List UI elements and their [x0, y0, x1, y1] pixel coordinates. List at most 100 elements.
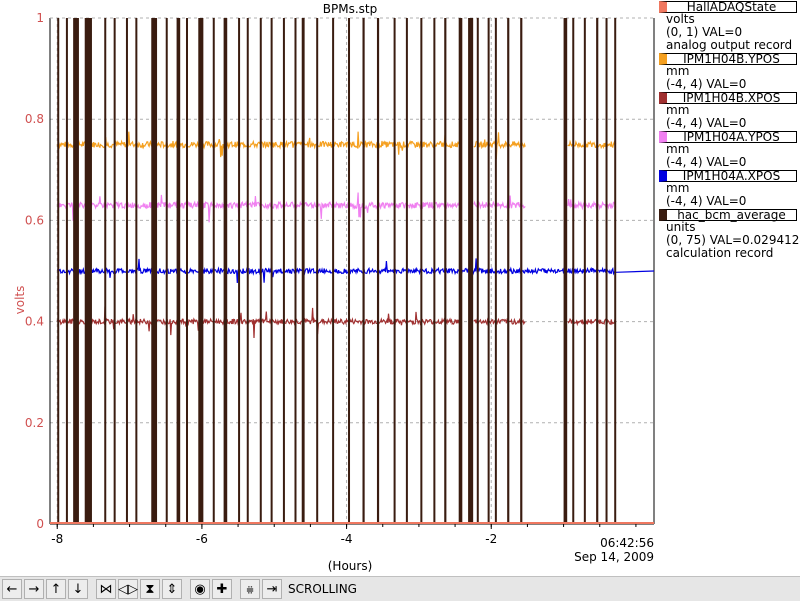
y-tick-label: 0.4 [25, 315, 44, 329]
toggle-scroll-button[interactable]: ⩷ [240, 579, 260, 599]
bcm-pulse [494, 18, 497, 524]
pan-left-button[interactable]: ← [2, 579, 22, 599]
legend-entry[interactable]: IPM1H04A.XPOS mm (-4, 4) VAL=0 [656, 170, 800, 208]
legend-range: (0, 75) VAL=0.0294124 [666, 233, 800, 247]
legend-units: mm [666, 103, 690, 117]
bcm-pulse [507, 18, 510, 524]
legend-range: (0, 1) VAL=0 [666, 25, 743, 39]
bcm-pulse [468, 18, 474, 524]
scroll-right-button[interactable]: ⇥ [262, 579, 282, 599]
y-tick-label: 1 [36, 11, 44, 25]
autoscale-button[interactable]: ◉ [190, 579, 210, 599]
y-tick-label: 0.8 [25, 112, 44, 126]
pan-down-button[interactable]: ↓ [68, 579, 88, 599]
x-tick-label: -4 [341, 532, 353, 546]
bcm-pulse [212, 18, 215, 524]
legend-series-name: IPM1H04A.YPOS [659, 131, 797, 143]
bcm-pulse [84, 18, 92, 524]
bcm-pulse [125, 18, 128, 524]
zoom-in-x-button[interactable]: ⋈ [96, 579, 116, 599]
zoom-in-y-button[interactable]: ⧗ [140, 579, 160, 599]
toolbar-buttons: ← → ↑ ↓ ⋈ ◁▷ ⧗ ⇕ ◉ ✚ ⩷ ⇥ [0, 579, 282, 599]
bcm-pulse [104, 18, 107, 524]
bcm-pulse [259, 18, 262, 524]
legend-series-name: hac_bcm_average [659, 209, 797, 221]
legend-series-name: IPM1H04B.YPOS [659, 53, 797, 65]
bcm-pulse [238, 18, 241, 524]
legend-series-name: IPM1H04B.XPOS [659, 92, 797, 104]
bcm-pulse [476, 18, 479, 524]
legend-series-name: IPM1H04A.XPOS [659, 170, 797, 182]
x-tick-label: -8 [51, 532, 63, 546]
bcm-pulse [176, 18, 181, 524]
bcm-pulse [301, 18, 305, 524]
series-line-IPM1H04B.YPOS [56, 131, 617, 160]
legend-entry[interactable]: IPM1H04B.YPOS mm (-4, 4) VAL=0 [656, 53, 800, 91]
legend-desc: calculation record [666, 246, 774, 260]
series-line-IPM1H04B.XPOS [56, 306, 617, 339]
bcm-pulse [151, 18, 158, 524]
series-line-IPM1H04A.XPOS [57, 258, 655, 284]
bcm-pulse [583, 18, 586, 524]
bcm-pulse [73, 18, 79, 524]
pan-up-button[interactable]: ↑ [46, 579, 66, 599]
bcm-pulse [405, 18, 408, 524]
y-tick-label: 0.6 [25, 213, 44, 227]
legend-series-name: HallADAQState [659, 1, 797, 13]
bcm-pulse [135, 18, 138, 524]
bcm-pulse [185, 18, 188, 524]
bcm-pulse [65, 18, 68, 524]
bcm-pulse [198, 18, 204, 524]
legend-units: mm [666, 142, 690, 156]
bcm-pulse [362, 18, 365, 524]
bcm-pulse [614, 18, 617, 524]
bcm-pulse [563, 18, 568, 524]
bcm-pulse [520, 18, 523, 524]
bcm-pulse [487, 18, 490, 524]
chart-title: BPMs.stp [322, 2, 378, 16]
series-line-IPM1H04A.YPOS [56, 192, 617, 223]
x-axis-label: (Hours) [327, 559, 373, 573]
legend-units: volts [666, 12, 695, 26]
bcm-pulse [348, 18, 351, 524]
bcm-pulse [113, 18, 116, 524]
bcm-pulse [458, 18, 463, 524]
bcm-pulse [270, 18, 273, 524]
legend-entry[interactable]: IPM1H04A.YPOS mm (-4, 4) VAL=0 [656, 131, 800, 169]
end-time: 06:42:56 [600, 536, 654, 550]
toolbar: ← → ↑ ↓ ⋈ ◁▷ ⧗ ⇕ ◉ ✚ ⩷ ⇥ SCROLLING [0, 576, 800, 601]
bcm-pulse [444, 18, 447, 524]
legend-entry[interactable]: HallADAQState volts (0, 1) VAL=0 analog out… [656, 1, 800, 52]
bcm-pulse [165, 18, 168, 524]
bcm-pulse [294, 18, 297, 524]
bcm-pulse [393, 18, 396, 524]
y-axis-label: volts [13, 285, 27, 315]
bcm-pulse [282, 18, 285, 524]
end-date: Sep 14, 2009 [574, 550, 654, 564]
legend: HallADAQState volts (0, 1) VAL=0 analog out… [656, 0, 800, 260]
legend-entry[interactable]: hac_bcm_average units (0, 75) VAL=0.029412… [656, 209, 800, 260]
bcm-pulse [57, 18, 60, 524]
bcm-pulse [420, 18, 423, 524]
bcm-pulse [316, 18, 319, 524]
scrolling-mode-label: SCROLLING [288, 582, 357, 596]
bcm-pulse [596, 18, 599, 524]
zoom-out-y-button[interactable]: ⇕ [162, 579, 182, 599]
zoom-out-x-button[interactable]: ◁▷ [118, 579, 138, 599]
bcm-pulse [605, 18, 608, 524]
x-tick-label: -6 [196, 532, 208, 546]
bcm-pulse [332, 18, 335, 524]
x-tick-label: -2 [485, 532, 497, 546]
bcm-pulse [572, 18, 575, 524]
bcm-pulse [246, 18, 249, 524]
bcm-pulse [223, 18, 228, 524]
reset-button[interactable]: ✚ [212, 579, 232, 599]
end-time-label: 06:42:56 Sep 14, 2009 [560, 536, 654, 564]
legend-range: (-4, 4) VAL=0 [666, 77, 747, 91]
legend-units: mm [666, 181, 690, 195]
legend-range: (-4, 4) VAL=0 [666, 116, 747, 130]
plot-area[interactable]: 0 0.2 0.4 0.6 0.8 1 -8 -6 -4 -2 [0, 0, 800, 576]
legend-entry[interactable]: IPM1H04B.XPOS mm (-4, 4) VAL=0 [656, 92, 800, 130]
legend-range: (-4, 4) VAL=0 [666, 155, 747, 169]
pan-right-button[interactable]: → [24, 579, 44, 599]
